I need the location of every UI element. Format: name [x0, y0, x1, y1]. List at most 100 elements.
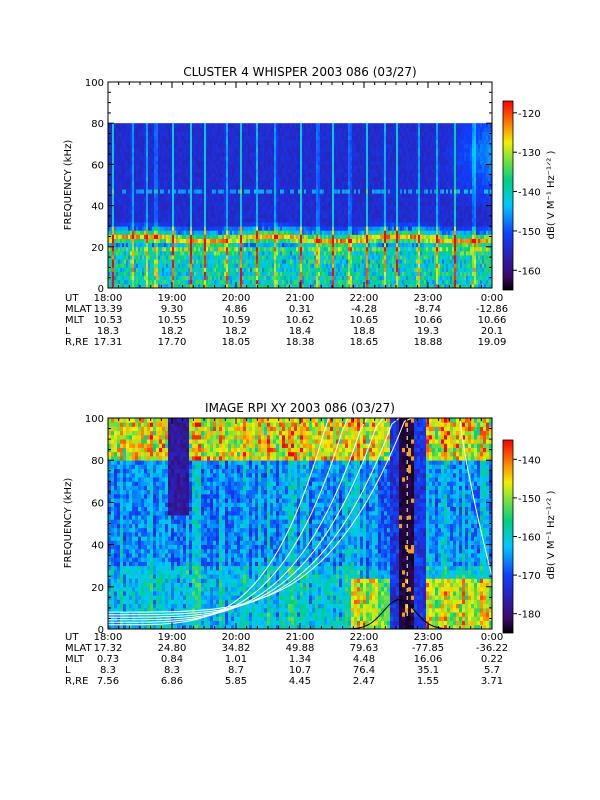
panel1-pixel — [244, 255, 247, 260]
panel1-pixel — [160, 172, 163, 178]
panel1-pixel — [246, 131, 249, 136]
panel1-pixel — [110, 176, 113, 182]
panel1-pixel — [116, 213, 119, 219]
panel1-pixel — [190, 152, 193, 157]
panel1-pixel — [166, 217, 169, 223]
panel1-pixel — [160, 201, 163, 206]
panel1-pixel — [232, 131, 235, 136]
panel1-pixel — [244, 259, 247, 264]
panel1-pixel — [274, 156, 277, 161]
panel1-pixel — [256, 271, 259, 277]
panel1-pixel — [244, 275, 247, 281]
panel1-pixel — [292, 217, 295, 223]
panel1-pixel — [116, 123, 119, 128]
panel1-pixel — [182, 143, 185, 149]
panel1-pixel — [132, 135, 135, 141]
panel1-pixel — [228, 172, 231, 178]
panel1-pixel — [172, 283, 175, 289]
panel1-pixel — [222, 147, 225, 153]
panel1-pixel — [162, 201, 165, 206]
panel1-pixel — [190, 147, 193, 153]
panel1-pixel — [278, 250, 281, 256]
panel1-pixel — [194, 213, 197, 219]
panel1-pixel — [214, 201, 217, 206]
panel1-pixel — [198, 209, 201, 215]
panel1-pixel — [188, 217, 191, 223]
panel1-pixel — [284, 209, 287, 215]
panel1-pixel — [270, 263, 273, 268]
panel1-pixel — [176, 193, 179, 198]
panel1-pixel — [122, 271, 125, 277]
panel1-pixel — [128, 201, 131, 206]
panel1-pixel — [264, 168, 267, 174]
panel1-pixel — [172, 139, 175, 145]
panel1-pixel — [180, 193, 183, 198]
panel1-pixel — [186, 226, 189, 231]
panel1-pixel — [258, 147, 261, 153]
panel1-pixel — [258, 222, 261, 227]
panel1-pixel — [266, 217, 269, 223]
panel1-pixel — [154, 185, 157, 190]
panel1-pixel — [228, 246, 231, 252]
panel1-pixel — [228, 242, 231, 248]
panel1-pixel — [150, 222, 153, 227]
panel1-pixel — [152, 267, 155, 272]
panel1-pixel — [152, 234, 155, 239]
panel1-pixel — [230, 263, 233, 268]
panel1-pixel — [146, 193, 149, 198]
panel1-pixel — [186, 180, 189, 186]
panel1-pixel — [276, 275, 279, 281]
panel1-pixel — [126, 213, 129, 219]
panel1-pixel — [278, 131, 281, 136]
panel1-pixel — [160, 160, 163, 165]
panel1-pixel — [118, 135, 121, 141]
panel1-pixel — [288, 168, 291, 174]
panel1-pixel — [158, 279, 161, 285]
panel1-pixel — [126, 123, 129, 128]
panel1-pixel — [144, 127, 147, 132]
panel1-pixel — [144, 242, 147, 248]
panel1-pixel — [250, 230, 253, 235]
panel1-pixel — [240, 131, 243, 136]
panel1-pixel — [258, 193, 261, 198]
panel1-pixel — [234, 255, 237, 260]
panel1-pixel — [112, 263, 115, 268]
panel1-pixel — [206, 263, 209, 268]
panel1-pixel — [252, 193, 255, 198]
panel1-pixel — [162, 259, 165, 264]
panel1-pixel — [192, 131, 195, 136]
panel1-pixel — [142, 152, 145, 157]
panel1-pixel — [234, 246, 237, 252]
panel1-pixel — [220, 234, 223, 239]
panel1-pixel — [132, 271, 135, 277]
panel1-pixel — [282, 147, 285, 153]
panel1-pixel — [206, 176, 209, 182]
panel1-pixel — [118, 123, 121, 128]
panel1-pixel — [154, 234, 157, 239]
panel1-pixel — [250, 250, 253, 256]
panel1-pixel — [154, 246, 157, 252]
panel1-pixel — [196, 275, 199, 281]
panel1-pixel — [264, 143, 267, 149]
panel1-pixel — [184, 267, 187, 272]
panel1-pixel — [130, 180, 133, 186]
panel1-pixel — [236, 147, 239, 153]
panel1-pixel — [216, 263, 219, 268]
panel1-pixel — [164, 255, 167, 260]
panel1-pixel — [214, 222, 217, 227]
panel1-pixel — [290, 147, 293, 153]
panel1-pixel — [110, 185, 113, 190]
panel1-pixel — [214, 135, 217, 141]
panel1-pixel — [190, 271, 193, 277]
panel1-pixel — [254, 123, 257, 128]
panel1-pixel — [230, 185, 233, 190]
panel1-pixel — [292, 267, 295, 272]
panel1-pixel — [270, 226, 273, 231]
panel1-pixel — [112, 283, 115, 289]
panel1-pixel — [244, 164, 247, 169]
panel1-pixel — [198, 255, 201, 260]
panel1-pixel — [124, 213, 127, 219]
panel1-pixel — [282, 131, 285, 136]
panel1-pixel — [214, 234, 217, 239]
panel1-pixel — [176, 201, 179, 206]
